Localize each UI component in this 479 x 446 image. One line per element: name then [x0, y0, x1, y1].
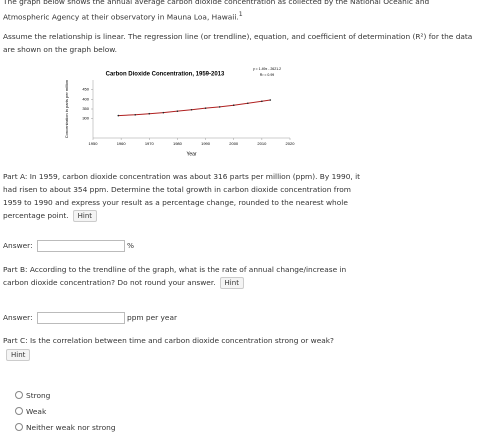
point — [261, 100, 263, 103]
x-tick-label: 1980 — [173, 141, 183, 146]
y-tick-label: 450 — [82, 87, 89, 92]
y-tick-label: 400 — [82, 96, 89, 101]
point — [176, 110, 179, 112]
y-tick-label: 300 — [82, 116, 89, 121]
point — [190, 108, 193, 111]
x-tick-label: 1950 — [89, 141, 99, 146]
option-label: Neither weak nor strong — [26, 423, 116, 432]
x-tick-label: 2020 — [286, 141, 296, 146]
hint-button[interactable]: Hint — [6, 349, 31, 361]
hint-button[interactable]: Hint — [219, 277, 244, 289]
x-tick-label: 2000 — [229, 141, 239, 146]
x-axis-label: Year — [186, 151, 196, 157]
answer-input[interactable] — [37, 240, 125, 252]
intro-text: The graph below shows the annual average… — [3, 0, 430, 22]
series-line — [118, 99, 271, 117]
y-axis-label: Concentration in parts per million — [64, 80, 69, 138]
hint-button[interactable]: Hint — [72, 210, 98, 222]
point — [117, 114, 120, 117]
x-tick-label: 2010 — [257, 141, 267, 146]
y-tick-label: 350 — [82, 106, 89, 111]
footnote: 1 — [238, 11, 243, 18]
question: Part C: Is the correlation between time … — [3, 336, 334, 345]
answer-label: Answer: — [3, 313, 33, 322]
point — [246, 102, 249, 105]
option-label: Strong — [26, 391, 51, 400]
hint-wrap: Hint — [3, 348, 31, 361]
annotation: y = 1.49x - 2621.2 — [253, 67, 281, 71]
chart: Carbon Dioxide Concentration, 1959-2013 y… — [64, 67, 296, 157]
point — [204, 107, 207, 109]
point — [269, 99, 272, 101]
option[interactable]: Weak — [15, 405, 46, 418]
question: Part B: According to the trendline of th… — [3, 265, 347, 289]
option[interactable]: Strong — [15, 389, 50, 402]
chart-title: Carbon Dioxide Concentration, 1959-2013 — [106, 72, 225, 78]
point — [162, 111, 165, 114]
intro-text: Assume the relationship is linear. The r… — [3, 32, 473, 54]
question: Part A: In 1959, carbon dioxide concentr… — [3, 172, 361, 222]
x-tick-label: 1990 — [201, 141, 211, 146]
option-label: Weak — [26, 407, 47, 416]
answer-label: Answer: — [3, 241, 33, 250]
unit: ppm per year — [127, 313, 178, 322]
point — [232, 104, 235, 107]
x-tick-label: 1960 — [117, 141, 127, 146]
point — [134, 113, 137, 116]
x-tick-label: 1970 — [145, 141, 155, 146]
option[interactable]: Neither weak nor strong — [15, 421, 116, 434]
annotation: R² = 0.99 — [260, 73, 275, 77]
point — [148, 112, 151, 115]
answer-input[interactable] — [37, 312, 125, 324]
point — [218, 106, 221, 108]
unit: % — [127, 241, 135, 250]
